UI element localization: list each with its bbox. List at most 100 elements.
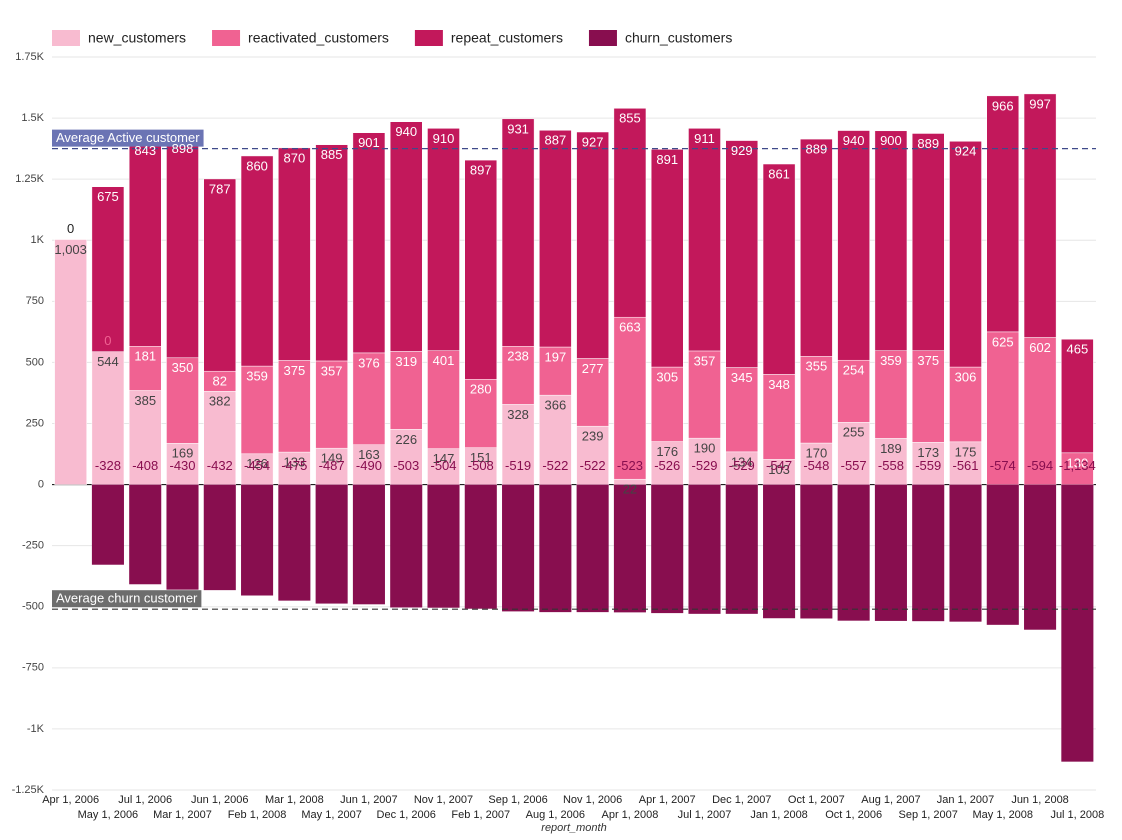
data-label: 238 bbox=[507, 349, 529, 364]
data-label: 901 bbox=[358, 135, 380, 150]
data-label: -487 bbox=[319, 458, 345, 473]
data-label: 173 bbox=[917, 445, 939, 460]
bar-segment bbox=[762, 163, 796, 375]
data-label: 911 bbox=[694, 131, 715, 146]
bar-segment bbox=[763, 484, 796, 619]
bar-segment bbox=[427, 484, 460, 608]
data-label: 897 bbox=[470, 163, 492, 178]
data-label: -529 bbox=[691, 458, 717, 473]
bar-segment bbox=[800, 442, 833, 485]
data-label: 355 bbox=[806, 359, 828, 374]
x-tick-label: Jul 1, 2007 bbox=[678, 809, 732, 821]
x-tick-label: Apr 1, 2007 bbox=[639, 794, 696, 806]
bar-segment bbox=[986, 331, 1020, 485]
data-label: -561 bbox=[952, 458, 978, 473]
y-tick-label: 750 bbox=[26, 295, 44, 307]
x-tick-label: Jun 1, 2007 bbox=[340, 794, 398, 806]
x-tick-label: Nov 1, 2007 bbox=[414, 794, 473, 806]
data-label: -594 bbox=[1027, 458, 1053, 473]
bar-segment bbox=[1023, 93, 1057, 338]
data-label: 625 bbox=[992, 334, 1014, 349]
data-label: 900 bbox=[880, 133, 902, 148]
data-label: 544 bbox=[97, 354, 119, 369]
bar-segment bbox=[688, 437, 721, 485]
bar-segment bbox=[166, 443, 199, 485]
legend-label: repeat_customers bbox=[451, 30, 563, 46]
x-tick-label: Jul 1, 2008 bbox=[1050, 809, 1104, 821]
bar-segment bbox=[949, 484, 982, 622]
data-label: 359 bbox=[880, 353, 902, 368]
y-tick-label: -1.25K bbox=[12, 784, 45, 796]
data-label: 885 bbox=[321, 147, 343, 162]
data-label: 401 bbox=[433, 353, 455, 368]
bar-segment bbox=[1061, 484, 1094, 762]
bar-segment bbox=[352, 132, 386, 354]
data-label: -522 bbox=[580, 458, 606, 473]
bar-segment bbox=[762, 459, 796, 485]
bar-segment bbox=[389, 351, 423, 430]
data-label: 130 bbox=[1067, 455, 1089, 470]
bar-segment bbox=[315, 484, 348, 604]
bar-segment bbox=[911, 133, 945, 351]
legend-swatch bbox=[212, 30, 241, 46]
bar-segment bbox=[688, 128, 721, 352]
reference-label: Average Active customer bbox=[56, 130, 200, 145]
x-tick-label: Feb 1, 2007 bbox=[451, 809, 510, 821]
bar-segment bbox=[203, 390, 237, 485]
bar-segment bbox=[427, 448, 460, 485]
x-tick-label: Oct 1, 2007 bbox=[788, 794, 845, 806]
y-tick-label: 250 bbox=[26, 417, 44, 429]
data-label: 357 bbox=[321, 363, 343, 378]
data-label: -559 bbox=[915, 458, 941, 473]
y-tick-label: -1K bbox=[27, 723, 45, 735]
data-label: 134 bbox=[731, 454, 753, 469]
bar-segment bbox=[128, 140, 162, 347]
data-label: 328 bbox=[507, 407, 529, 422]
bar-segment bbox=[800, 484, 833, 619]
data-label: 170 bbox=[806, 445, 828, 460]
bar-segment bbox=[464, 379, 498, 448]
x-tick-label: Oct 1, 2006 bbox=[825, 809, 882, 821]
x-tick-label: May 1, 2007 bbox=[301, 809, 362, 821]
y-tick-label: -250 bbox=[22, 540, 44, 552]
legend-swatch bbox=[52, 30, 80, 46]
y-tick-label: -750 bbox=[22, 662, 44, 674]
data-label: 189 bbox=[880, 441, 902, 456]
data-label: 197 bbox=[545, 349, 567, 364]
x-tick-label: Jun 1, 2008 bbox=[1011, 794, 1069, 806]
data-label: 376 bbox=[358, 355, 380, 370]
x-tick-label: Dec 1, 2006 bbox=[377, 809, 436, 821]
bar-segment bbox=[874, 438, 908, 485]
data-label: -490 bbox=[356, 458, 382, 473]
bar-segment bbox=[315, 447, 348, 485]
data-label: -529 bbox=[729, 458, 755, 473]
data-label: -430 bbox=[169, 458, 195, 473]
data-label: -547 bbox=[766, 458, 792, 473]
bar-segment bbox=[464, 159, 498, 380]
data-label: 175 bbox=[955, 444, 977, 459]
bar-segment bbox=[91, 484, 124, 565]
x-tick-label: Jul 1, 2006 bbox=[118, 794, 172, 806]
bar-segment bbox=[352, 352, 386, 446]
bar-segment bbox=[613, 108, 647, 318]
bar-segment bbox=[166, 484, 199, 590]
bar-segment bbox=[278, 484, 311, 601]
data-label: 929 bbox=[731, 143, 753, 158]
legend-label: reactivated_customers bbox=[248, 30, 389, 46]
bar-segment bbox=[986, 95, 1020, 333]
bar-segment bbox=[315, 144, 348, 362]
x-tick-label: Apr 1, 2006 bbox=[42, 794, 99, 806]
data-label: 861 bbox=[768, 166, 790, 181]
bar-segment bbox=[54, 239, 87, 485]
x-tick-label: Dec 1, 2007 bbox=[712, 794, 771, 806]
data-label: 239 bbox=[582, 429, 604, 444]
bar-segment bbox=[278, 451, 311, 485]
bar-segment bbox=[389, 429, 423, 485]
bar-segment bbox=[427, 350, 460, 449]
data-label: 151 bbox=[470, 450, 492, 465]
data-label: 787 bbox=[209, 181, 231, 196]
x-tick-label: May 1, 2006 bbox=[78, 809, 139, 821]
data-label: 997 bbox=[1029, 96, 1051, 111]
data-label: 910 bbox=[433, 131, 455, 146]
data-label: 898 bbox=[172, 141, 194, 156]
